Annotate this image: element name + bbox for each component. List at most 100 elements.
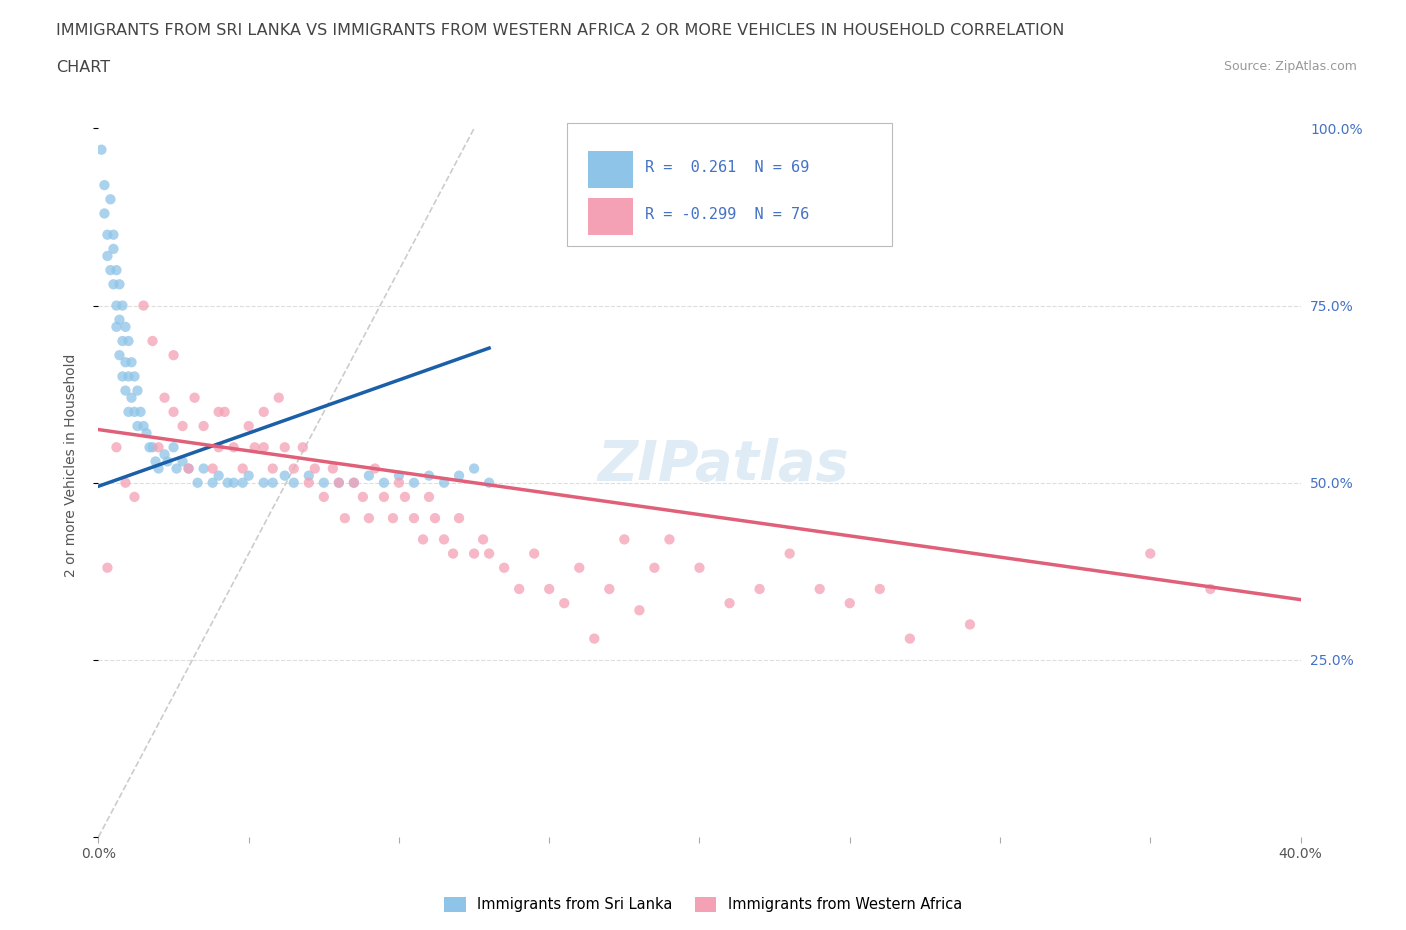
Point: [117, 405, 139, 419]
Point: [132, 418, 155, 433]
Point: [156, 454, 179, 469]
Point: [402, 475, 425, 490]
Point: [177, 461, 200, 476]
Point: [291, 440, 314, 455]
Point: [111, 299, 134, 313]
Point: [523, 546, 546, 561]
Point: [153, 391, 176, 405]
Point: [253, 475, 276, 490]
Point: [298, 468, 321, 483]
Point: [103, 277, 125, 292]
Point: [402, 511, 425, 525]
Point: [433, 475, 456, 490]
Point: [412, 532, 434, 547]
Point: [298, 475, 321, 490]
Point: [148, 461, 170, 476]
Point: [93, 178, 115, 193]
Point: [145, 454, 167, 469]
Point: [96, 560, 118, 575]
Point: [121, 391, 143, 405]
Point: [135, 426, 157, 441]
Point: [262, 461, 284, 476]
Point: [127, 383, 149, 398]
Point: [447, 468, 470, 483]
Point: [357, 468, 380, 483]
Point: [262, 475, 284, 490]
Point: [312, 489, 335, 504]
Point: [658, 532, 681, 547]
Point: [388, 468, 411, 483]
Point: [232, 461, 254, 476]
Point: [478, 546, 501, 561]
Point: [243, 440, 266, 455]
Point: [898, 631, 921, 646]
Point: [718, 596, 741, 611]
Point: [108, 312, 131, 327]
Point: [328, 475, 350, 490]
Point: [193, 418, 215, 433]
Point: [538, 581, 561, 596]
Point: [141, 440, 163, 455]
Point: [114, 355, 136, 370]
Point: [628, 603, 651, 618]
Point: [357, 511, 380, 525]
Text: ZIPatlas: ZIPatlas: [598, 438, 849, 492]
Point: [613, 532, 636, 547]
Point: [208, 440, 231, 455]
Point: [598, 581, 620, 596]
Point: [388, 475, 411, 490]
Legend: Immigrants from Sri Lanka, Immigrants from Western Africa: Immigrants from Sri Lanka, Immigrants fr…: [437, 891, 969, 918]
Point: [214, 405, 236, 419]
Point: [148, 440, 170, 455]
Point: [166, 461, 188, 476]
Point: [117, 369, 139, 384]
Point: [222, 475, 245, 490]
Point: [643, 560, 665, 575]
Point: [124, 369, 146, 384]
FancyBboxPatch shape: [567, 123, 891, 246]
Point: [364, 461, 387, 476]
Y-axis label: 2 or more Vehicles in Household: 2 or more Vehicles in Household: [63, 353, 77, 577]
Point: [352, 489, 374, 504]
Point: [172, 418, 194, 433]
Point: [105, 440, 128, 455]
Point: [494, 560, 516, 575]
Point: [343, 475, 366, 490]
Point: [838, 596, 860, 611]
Point: [328, 475, 350, 490]
Bar: [588, 151, 633, 188]
Point: [238, 468, 260, 483]
Point: [208, 468, 231, 483]
Point: [748, 581, 770, 596]
Point: [689, 560, 711, 575]
Point: [267, 391, 290, 405]
Point: [381, 511, 404, 525]
Point: [93, 206, 115, 221]
Point: [808, 581, 831, 596]
Point: [111, 369, 134, 384]
Text: CHART: CHART: [56, 60, 110, 75]
Point: [96, 227, 118, 242]
Point: [132, 299, 155, 313]
Bar: [588, 198, 633, 235]
Point: [103, 227, 125, 242]
Point: [124, 489, 146, 504]
Point: [463, 546, 485, 561]
Point: [183, 391, 205, 405]
Point: [959, 617, 981, 631]
Point: [193, 461, 215, 476]
Point: [124, 405, 146, 419]
Point: [394, 489, 416, 504]
Point: [201, 475, 224, 490]
Point: [274, 468, 297, 483]
Point: [105, 262, 128, 277]
Point: [869, 581, 891, 596]
Point: [238, 418, 260, 433]
Point: [177, 461, 200, 476]
Point: [463, 461, 485, 476]
Point: [187, 475, 209, 490]
Point: [1199, 581, 1222, 596]
Point: [172, 454, 194, 469]
Point: [343, 475, 366, 490]
Text: R = -0.299  N = 76: R = -0.299 N = 76: [645, 206, 810, 221]
